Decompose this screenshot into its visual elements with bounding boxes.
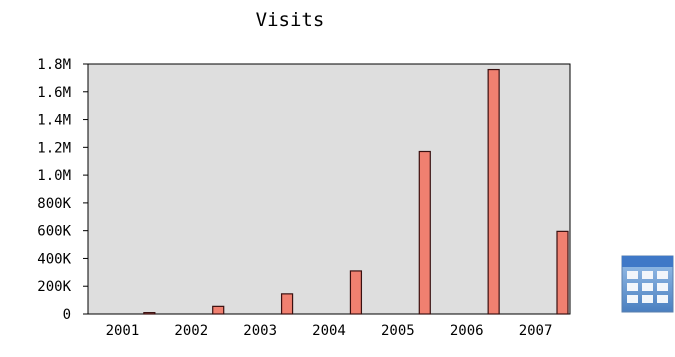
y-tick-label: 600K (37, 224, 71, 240)
y-tick-label: 1.0M (37, 168, 71, 184)
x-tick-label: 2007 (519, 323, 553, 339)
x-tick-label: 2003 (243, 323, 277, 339)
bar-2003 (280, 293, 294, 315)
y-tick-label: 400K (37, 251, 71, 267)
y-tick-label: 1.2M (37, 140, 71, 156)
y-axis: 0 200K 400K 600K 800K 1.0M 1.2M 1.4M 1.6M 1.8M (37, 57, 88, 323)
x-tick-label: 2004 (312, 323, 346, 339)
y-tick-label: 1.4M (37, 113, 71, 129)
chart-title: Visits (256, 9, 325, 31)
visits-chart: Visits 0 200K 400K 600K 800K 1.0M 1.2M 1.4M 1.6M… (37, 9, 571, 339)
y-tick-label: 1.8M (37, 57, 71, 73)
table-view-icon[interactable] (620, 254, 675, 314)
bars (143, 68, 569, 315)
bar-2007 (556, 230, 569, 315)
bar-2001 (143, 312, 156, 315)
y-tick-label: 200K (37, 279, 71, 295)
bar-2005 (418, 150, 431, 315)
x-tick-label: 2002 (174, 323, 208, 339)
x-tick-label: 2006 (450, 323, 484, 339)
x-axis: 2001 2002 2003 2004 2005 2006 2007 (106, 323, 553, 339)
x-tick-label: 2001 (106, 323, 140, 339)
y-tick-label: 1.6M (37, 85, 71, 101)
bar-2004 (349, 270, 363, 315)
y-tick-label: 0 (63, 307, 71, 323)
bar-2006 (487, 68, 500, 315)
bar-2002 (212, 305, 225, 315)
y-tick-label: 800K (37, 196, 71, 212)
x-tick-label: 2005 (381, 323, 415, 339)
